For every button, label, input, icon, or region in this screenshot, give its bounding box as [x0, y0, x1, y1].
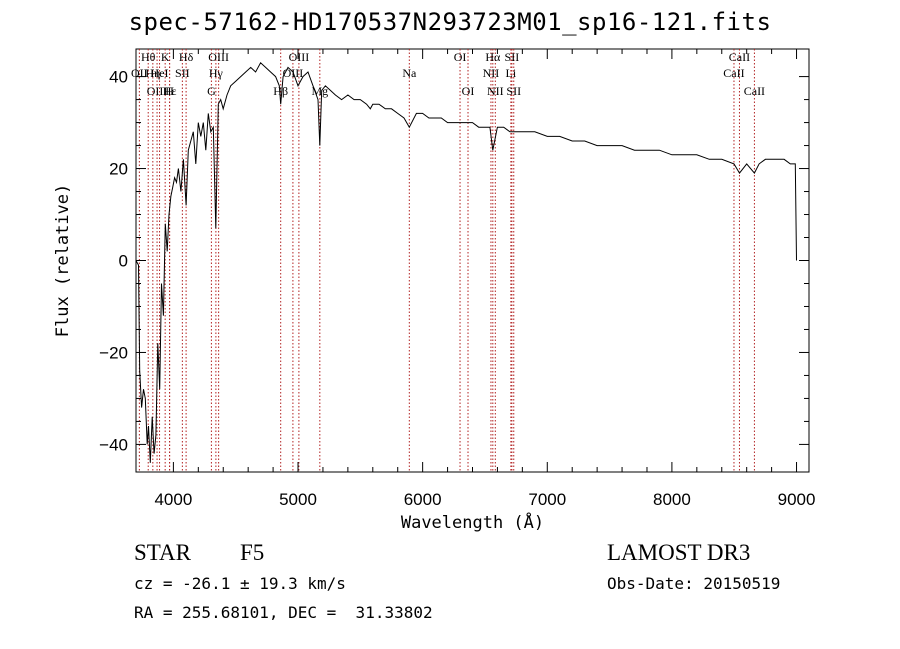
redshift-text: cz = -26.1 ± 19.3 km/s [134, 574, 346, 593]
x-tick-label: 4000 [154, 490, 192, 509]
spectrum-line [135, 61, 797, 463]
line-marker-label: Hα [485, 50, 501, 64]
line-marker-label: SII [506, 84, 521, 98]
x-tick-label: 9000 [778, 490, 816, 509]
line-marker-label: SII [505, 50, 520, 64]
x-tick-label: 8000 [653, 490, 691, 509]
line-marker-label: HeI [151, 66, 169, 80]
line-marker-label: OI [454, 50, 467, 64]
y-tick-label: 40 [109, 68, 128, 87]
line-markers [138, 49, 755, 472]
line-marker-label: NII [487, 84, 504, 98]
line-marker-label: Hη [145, 66, 160, 80]
line-marker-label: OIII [208, 50, 229, 64]
line-marker-label: OI [462, 84, 475, 98]
line-marker-label: Hδ [179, 50, 194, 64]
x-axis-label: Wavelength (Å) [401, 511, 544, 533]
line-marker-label: Hθ [141, 50, 156, 64]
line-marker-label: OIII [147, 84, 168, 98]
line-marker-label: Hε [163, 84, 177, 98]
object-subclass: F5 [240, 540, 265, 565]
line-marker-label: NII [483, 66, 500, 80]
y-tick-label: −20 [99, 343, 128, 362]
y-tick-label: 20 [109, 160, 128, 179]
survey-name: LAMOST DR3 [607, 540, 751, 565]
obs-date-text: Obs-Date: 20150519 [607, 574, 781, 593]
y-tick-label: 0 [119, 252, 128, 271]
line-marker-label: Na [402, 66, 417, 80]
plot-frame [135, 48, 810, 473]
y-axis-label: Flux (relative) [53, 184, 73, 338]
chart-title: spec-57162-HD170537N293723M01_sp16-121.f… [128, 8, 772, 36]
line-marker-label: H [165, 84, 174, 98]
line-marker-label: CaII [723, 66, 744, 80]
line-marker-label: Hγ [209, 66, 224, 80]
y-axis-ticks: −40 −20 0 20 40 [99, 68, 809, 454]
line-marker-label: G [207, 84, 216, 98]
y-tick-label: −40 [99, 435, 128, 454]
coordinates-text: RA = 255.68101, DEC = 31.33802 [134, 603, 433, 622]
object-class: STAR [134, 540, 191, 565]
x-tick-label: 6000 [404, 490, 442, 509]
line-marker-label: SII [175, 66, 190, 80]
line-marker-label: Li [506, 66, 517, 80]
line-marker-labels: HθOIIHηOIIIHeIHεKHSIIHδGHγOIIIHβOIIIOIII… [131, 50, 765, 98]
x-tick-label: 5000 [279, 490, 317, 509]
x-axis-ticks: 4000 5000 6000 7000 8000 9000 [154, 49, 815, 509]
line-marker-label: K [161, 50, 170, 64]
line-marker-label: OIII [289, 50, 310, 64]
line-marker-label: CaII [729, 50, 750, 64]
line-marker-label: CaII [744, 84, 765, 98]
x-tick-label: 7000 [528, 490, 566, 509]
line-marker-label: Hβ [273, 84, 288, 98]
